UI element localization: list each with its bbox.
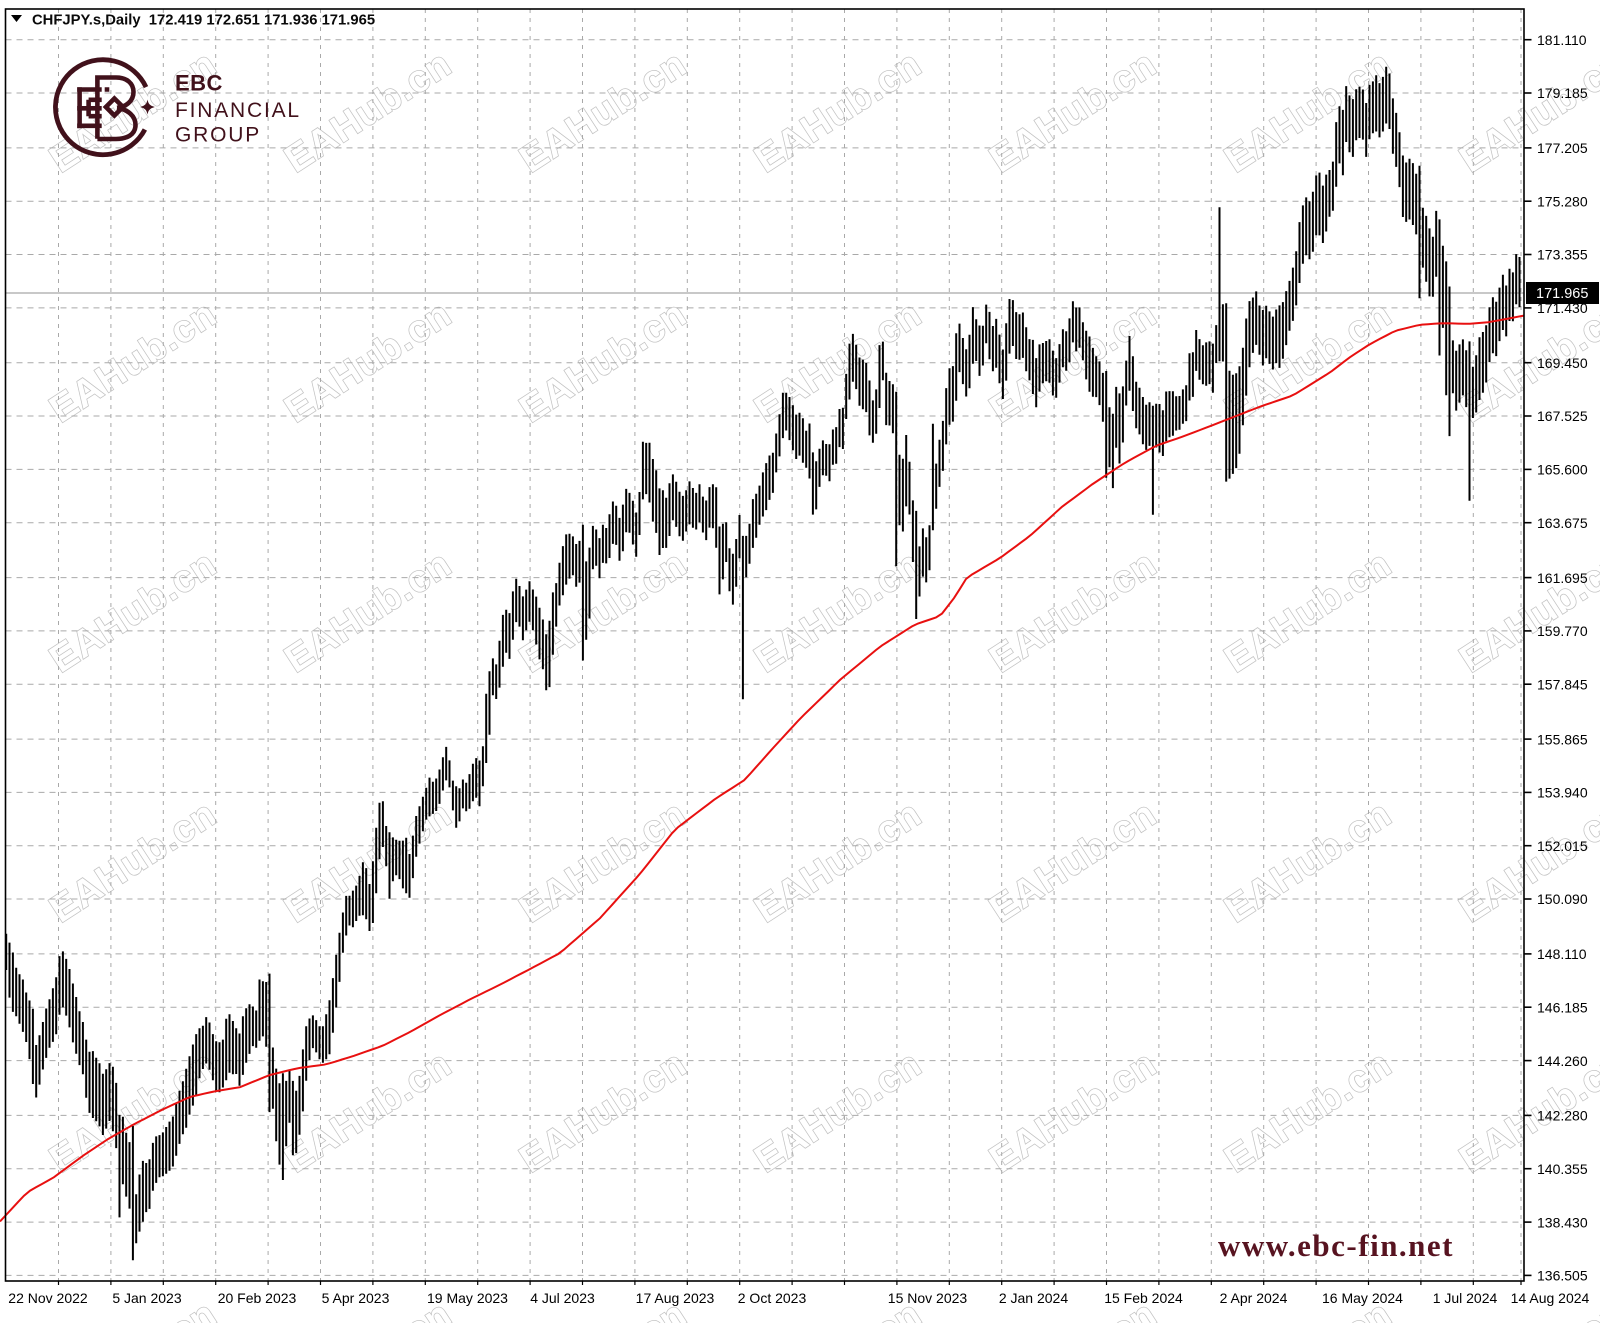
svg-text:138.430: 138.430 (1537, 1214, 1588, 1230)
svg-text:165.600: 165.600 (1537, 462, 1588, 478)
svg-text:FINANCIAL: FINANCIAL (175, 99, 301, 122)
svg-text:EBC: EBC (175, 71, 223, 96)
svg-text:20 Feb 2023: 20 Feb 2023 (218, 1290, 297, 1306)
svg-text:1 Jul 2024: 1 Jul 2024 (1433, 1290, 1498, 1306)
svg-text:177.205: 177.205 (1537, 140, 1588, 156)
svg-text:15 Feb 2024: 15 Feb 2024 (1104, 1290, 1183, 1306)
svg-text:CHFJPY.s,Daily 172.419 172.65: CHFJPY.s,Daily 172.419 172.651 171.936 1… (32, 13, 375, 29)
svg-text:www.ebc-fin.net: www.ebc-fin.net (1218, 1228, 1454, 1263)
svg-text:22 Nov 2022: 22 Nov 2022 (8, 1290, 88, 1306)
svg-text:171.430: 171.430 (1537, 300, 1588, 316)
svg-text:159.770: 159.770 (1537, 623, 1588, 639)
svg-text:15 Nov 2023: 15 Nov 2023 (888, 1290, 968, 1306)
svg-text:163.675: 163.675 (1537, 515, 1588, 531)
svg-text:14 Aug 2024: 14 Aug 2024 (1511, 1290, 1590, 1306)
svg-text:153.940: 153.940 (1537, 785, 1588, 801)
svg-text:16 May 2024: 16 May 2024 (1322, 1290, 1403, 1306)
svg-text:136.505: 136.505 (1537, 1268, 1588, 1284)
svg-text:GROUP: GROUP (175, 124, 261, 147)
svg-text:146.185: 146.185 (1537, 999, 1588, 1015)
svg-text:161.695: 161.695 (1537, 570, 1588, 586)
svg-text:5 Apr 2023: 5 Apr 2023 (322, 1290, 390, 1306)
svg-text:2 Apr 2024: 2 Apr 2024 (1220, 1290, 1288, 1306)
svg-text:19 May 2023: 19 May 2023 (427, 1290, 508, 1306)
svg-text:4 Jul 2023: 4 Jul 2023 (530, 1290, 595, 1306)
svg-text:152.015: 152.015 (1537, 838, 1588, 854)
svg-text:144.260: 144.260 (1537, 1053, 1588, 1069)
svg-text:148.110: 148.110 (1537, 946, 1587, 962)
svg-text:140.355: 140.355 (1537, 1161, 1588, 1177)
svg-text:169.450: 169.450 (1537, 355, 1588, 371)
svg-text:5 Jan 2023: 5 Jan 2023 (112, 1290, 181, 1306)
svg-text:155.865: 155.865 (1537, 731, 1588, 747)
svg-text:181.110: 181.110 (1537, 32, 1587, 48)
svg-text:2 Oct 2023: 2 Oct 2023 (738, 1290, 807, 1306)
svg-text:150.090: 150.090 (1537, 891, 1588, 907)
svg-text:173.355: 173.355 (1537, 247, 1588, 263)
svg-text:171.965: 171.965 (1536, 286, 1588, 302)
svg-text:167.525: 167.525 (1537, 408, 1588, 424)
svg-text:142.280: 142.280 (1537, 1108, 1588, 1124)
svg-text:17 Aug 2023: 17 Aug 2023 (636, 1290, 715, 1306)
svg-text:175.280: 175.280 (1537, 193, 1588, 209)
svg-text:157.845: 157.845 (1537, 676, 1588, 692)
svg-text:2 Jan 2024: 2 Jan 2024 (999, 1290, 1068, 1306)
svg-text:179.185: 179.185 (1537, 85, 1588, 101)
